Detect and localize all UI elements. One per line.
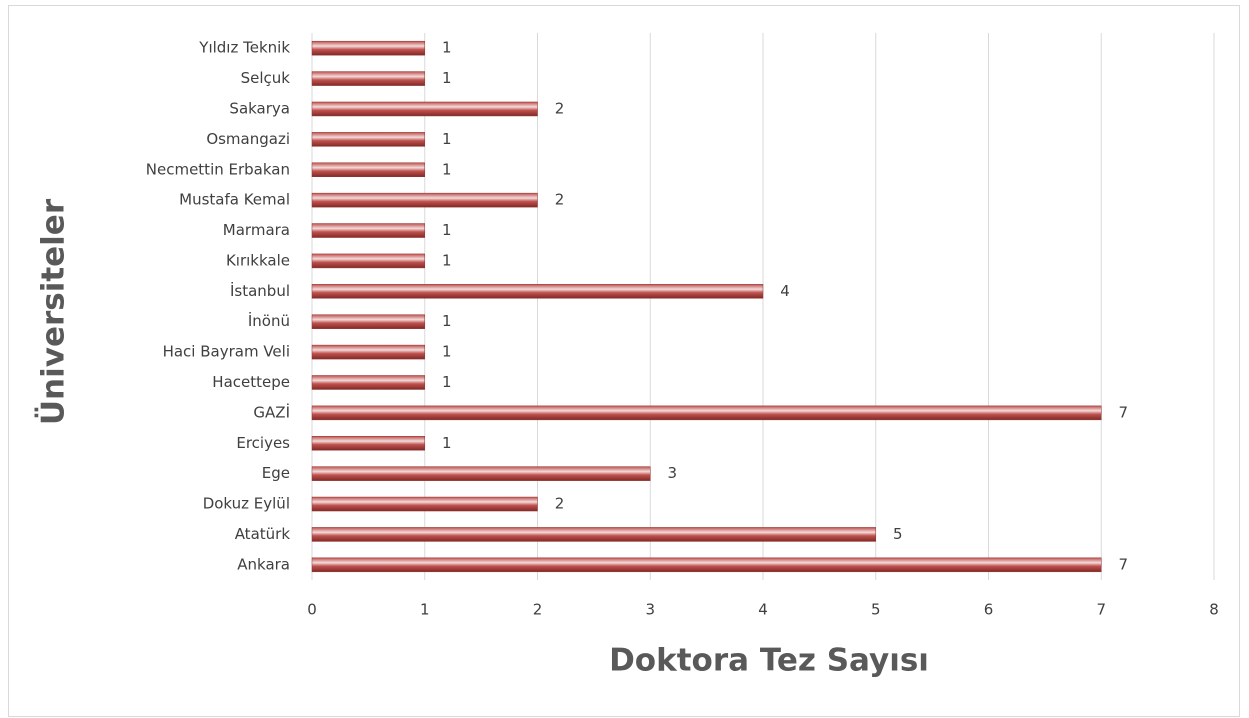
value-label: 1 (442, 160, 452, 178)
y-tick-label: Marmara (223, 221, 290, 239)
value-label: 1 (442, 373, 452, 391)
bar (311, 284, 764, 299)
value-label: 4 (780, 282, 790, 300)
value-label: 2 (555, 191, 565, 209)
x-axis-title: Doktora Tez Sayısı (609, 643, 929, 679)
x-tick-label: 8 (1209, 601, 1219, 619)
x-tick-label: 6 (984, 601, 994, 619)
y-tick-label: Osmangazi (206, 130, 290, 148)
y-tick-label: Erciyes (236, 434, 290, 452)
x-tick-label: 0 (307, 601, 317, 619)
value-label: 2 (555, 99, 565, 117)
value-label: 7 (1118, 555, 1128, 573)
value-label: 1 (442, 312, 452, 330)
y-tick-label: Dokuz Eylül (203, 495, 290, 513)
y-tick-label: Atatürk (235, 525, 291, 543)
value-label: 1 (442, 251, 452, 269)
value-label: 1 (442, 130, 452, 148)
value-label: 7 (1118, 403, 1128, 421)
value-label: 2 (555, 495, 565, 513)
value-label: 1 (442, 343, 452, 361)
bar (311, 375, 425, 390)
y-tick-label: Kırıkkale (226, 251, 290, 269)
bar (311, 192, 538, 208)
bar (311, 40, 425, 56)
bar (311, 344, 425, 360)
y-tick-label: Selçuk (241, 69, 291, 87)
y-tick-label: Ege (262, 464, 290, 482)
chart-frame (8, 5, 1240, 717)
bar (311, 496, 538, 512)
bar (311, 132, 425, 147)
x-tick-label: 3 (645, 601, 655, 619)
y-tick-label: Hacettepe (212, 373, 290, 391)
x-tick-label: 5 (871, 601, 881, 619)
y-tick-label: Yıldız Teknik (198, 39, 290, 57)
y-tick-label: İstanbul (230, 281, 290, 300)
bar (311, 162, 425, 177)
y-tick-label: İnönü (248, 311, 290, 330)
y-tick-label: GAZİ (253, 402, 290, 421)
bar (311, 557, 1102, 573)
y-tick-label: Mustafa Kemal (179, 191, 290, 209)
x-tick-label: 4 (758, 601, 768, 619)
bar (311, 253, 425, 269)
y-tick-label: Ankara (237, 555, 290, 573)
bar (311, 314, 425, 329)
value-label: 1 (442, 39, 452, 57)
value-label: 3 (667, 464, 677, 482)
x-tick-label: 7 (1096, 601, 1106, 619)
value-label: 5 (893, 525, 903, 543)
bar (311, 405, 1102, 421)
bar (311, 436, 425, 451)
bar (311, 101, 538, 117)
bar (311, 223, 425, 238)
value-label: 1 (442, 69, 452, 87)
y-tick-label: Sakarya (229, 99, 290, 117)
bar (311, 71, 425, 86)
y-tick-label: Necmettin Erbakan (146, 160, 290, 178)
value-label: 1 (442, 434, 452, 452)
bar (311, 466, 651, 481)
value-label: 1 (442, 221, 452, 239)
x-tick-label: 2 (533, 601, 543, 619)
y-axis-title: Üniversiteler (35, 198, 72, 425)
x-tick-label: 1 (420, 601, 430, 619)
bar (311, 527, 876, 542)
y-tick-label: Haci Bayram Veli (163, 343, 290, 361)
